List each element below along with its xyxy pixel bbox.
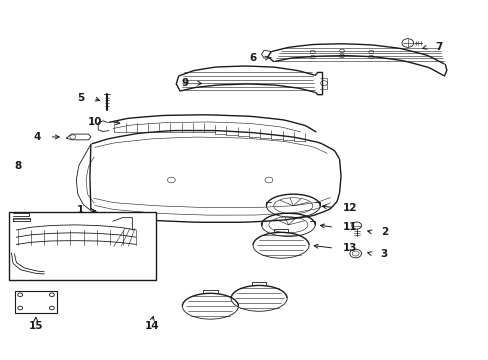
Text: 6: 6 [249,53,256,63]
Text: 14: 14 [144,321,159,331]
Text: 15: 15 [28,321,43,331]
Text: 7: 7 [435,42,442,52]
Text: 13: 13 [342,243,357,253]
Text: 10: 10 [87,117,102,127]
Text: 9: 9 [181,78,188,88]
Text: 11: 11 [342,222,357,232]
Text: 12: 12 [342,203,357,213]
Text: 1: 1 [76,206,83,216]
Text: 3: 3 [379,248,386,258]
Text: 4: 4 [33,132,41,142]
Bar [15,291,57,313]
Text: 8: 8 [14,161,21,171]
Text: 2: 2 [380,227,387,237]
Bar [9,212,156,280]
Text: 5: 5 [77,93,84,103]
